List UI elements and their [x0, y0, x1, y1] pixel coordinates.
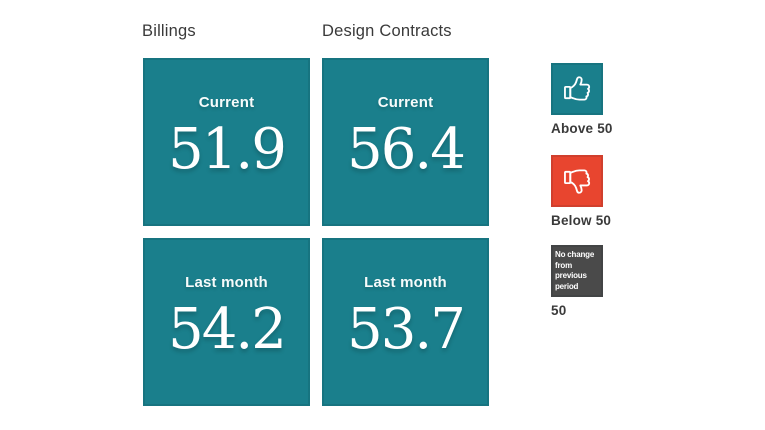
no-change-line: from [555, 260, 572, 270]
legend-label-50: 50 [551, 303, 567, 318]
tile-label: Last month [185, 274, 268, 291]
tile-design-contracts-current: Current 56.4 [322, 58, 489, 226]
column-title-billings: Billings [142, 22, 196, 40]
thumbs-up-icon [564, 76, 591, 101]
tile-label: Current [377, 94, 434, 111]
legend-label-below-50: Below 50 [551, 213, 612, 228]
legend-swatch-above-50 [551, 63, 603, 115]
tile-label: Current [198, 94, 255, 111]
tile-billings-current: Current 51.9 [143, 58, 310, 226]
no-change-line: No change [555, 250, 595, 259]
tile-design-contracts-last-month: Last month 53.7 [322, 238, 489, 406]
tile-value: 54.2 [168, 297, 287, 362]
tile-value: 51.9 [168, 117, 287, 182]
tile-value: 56.4 [347, 117, 466, 182]
legend-swatch-below-50 [551, 155, 603, 207]
column-title-design-contracts: Design Contracts [322, 22, 452, 40]
thumbs-down-icon [564, 169, 591, 194]
tile-value: 53.7 [347, 297, 466, 362]
tile-label: Last month [364, 274, 447, 291]
no-change-line: previous [555, 271, 587, 280]
legend-swatch-no-change: No change from previous period [551, 245, 603, 297]
tile-billings-last-month: Last month 54.2 [143, 238, 310, 406]
no-change-line: period [555, 281, 579, 291]
no-change-box-text: No change from previous period [555, 250, 594, 292]
legend-label-above-50: Above 50 [551, 121, 613, 136]
